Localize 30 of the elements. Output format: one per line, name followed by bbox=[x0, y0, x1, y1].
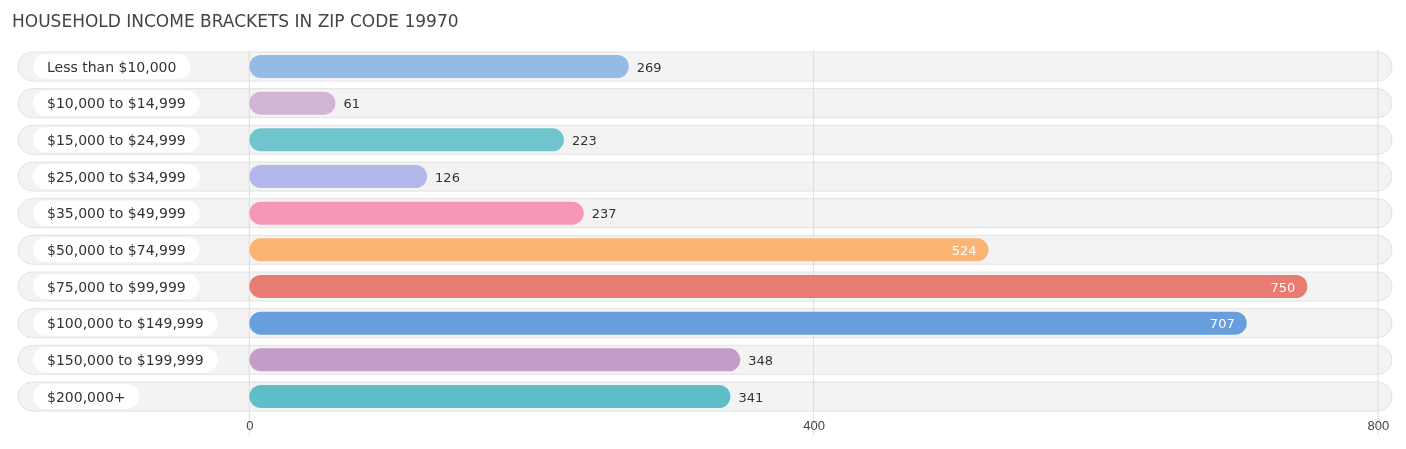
data-label: 707 bbox=[1209, 316, 1235, 332]
data-label: 126 bbox=[435, 169, 460, 185]
y-tick-label: $50,000 to $74,999 bbox=[47, 241, 186, 258]
bar bbox=[249, 165, 428, 188]
data-label: 524 bbox=[951, 242, 977, 258]
data-label: 223 bbox=[571, 132, 597, 148]
y-tick-label: $25,000 to $34,999 bbox=[47, 168, 186, 185]
bar bbox=[249, 385, 731, 408]
bar bbox=[249, 91, 336, 115]
y-tick-label: $200,000+ bbox=[47, 388, 126, 405]
y-tick-label: $150,000 to $199,999 bbox=[47, 351, 204, 368]
x-tick-label: 0 bbox=[246, 418, 254, 434]
y-tick-label: $100,000 to $149,999 bbox=[47, 315, 204, 332]
data-label: 269 bbox=[636, 59, 662, 75]
y-tick-label: Less than $10,000 bbox=[47, 58, 177, 75]
y-tick-label: $15,000 to $24,999 bbox=[47, 131, 186, 148]
data-label: 341 bbox=[738, 389, 764, 405]
x-tick-label: 400 bbox=[803, 418, 825, 434]
y-tick-label: $10,000 to $14,999 bbox=[47, 95, 186, 112]
y-tick-label: $75,000 to $99,999 bbox=[47, 278, 186, 295]
y-tick-label: $35,000 to $49,999 bbox=[47, 205, 186, 222]
data-label: 61 bbox=[343, 96, 360, 112]
bar bbox=[249, 128, 564, 152]
bar bbox=[249, 201, 584, 225]
data-label: 750 bbox=[1270, 279, 1296, 295]
data-label: 237 bbox=[591, 206, 617, 222]
chart-title: HOUSEHOLD INCOME BRACKETS IN ZIP CODE 19970 bbox=[12, 11, 459, 31]
data-label: 348 bbox=[748, 352, 774, 368]
x-tick-label: 800 bbox=[1367, 418, 1390, 434]
bar bbox=[249, 55, 629, 78]
